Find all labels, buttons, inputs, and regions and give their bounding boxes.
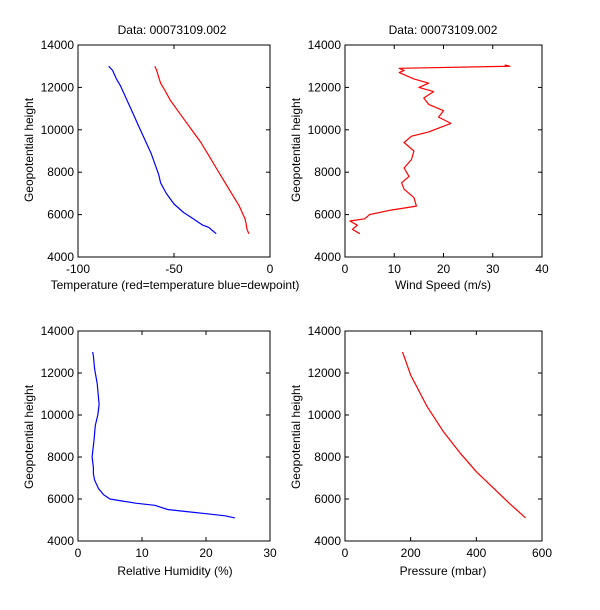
- y-tick-label: 6000: [47, 208, 74, 222]
- y-tick-label: 14000: [41, 324, 75, 338]
- x-axis-label: Wind Speed (m/s): [395, 278, 491, 292]
- y-tick-label: 10000: [308, 408, 342, 422]
- axes-box: [344, 330, 543, 542]
- axes-box: [77, 330, 271, 542]
- y-tick-label: 10000: [308, 123, 342, 137]
- y-axis-label: Geopotential height: [289, 384, 303, 489]
- x-axis-label: Temperature (red=temperature blue=dewpoi…: [51, 278, 300, 292]
- y-tick-label: 8000: [47, 165, 74, 179]
- series-line-0: [349, 64, 511, 235]
- panel-temperature: Data: 00073109.002 -100 -50 0 4000 6000 8000 1…: [22, 23, 299, 292]
- x-tick-label: -50: [165, 262, 183, 276]
- axes-box: [344, 44, 543, 258]
- y-tick-label: 8000: [47, 450, 74, 464]
- y-tick-label: 4000: [314, 250, 341, 264]
- x-tick-label: 20: [437, 262, 451, 276]
- x-tick-label: 0: [75, 546, 82, 560]
- pressure-plot: 0 200 400 600 4000 6000 8000 10000 12000 14000: [308, 324, 553, 560]
- y-tick-label: 6000: [314, 208, 341, 222]
- panel-title: Data: 00073109.002: [118, 23, 227, 37]
- panel-wind-speed: Data: 00073109.002 0 10 20 30 40 4000 6000 8000…: [289, 23, 549, 292]
- x-tick-label: 200: [401, 546, 421, 560]
- y-tick-label: 4000: [47, 534, 74, 548]
- y-tick-label: 12000: [308, 80, 342, 94]
- y-tick-label: 8000: [314, 165, 341, 179]
- x-axis-label: Relative Humidity (%): [117, 564, 232, 578]
- y-axis-label: Geopotential height: [289, 97, 303, 202]
- y-tick-label: 12000: [41, 366, 75, 380]
- x-tick-label: 30: [486, 262, 500, 276]
- temperature-plot: -100 -50 0 4000 6000 8000 10000 12000 14000: [41, 38, 274, 276]
- x-tick-label: 30: [263, 546, 277, 560]
- series-line-0: [154, 65, 250, 234]
- x-tick-label: 20: [199, 546, 213, 560]
- x-tick-label: 0: [342, 546, 349, 560]
- x-tick-label: 40: [535, 262, 549, 276]
- axes-box: [77, 44, 271, 258]
- y-axis-label: Geopotential height: [22, 384, 36, 489]
- y-tick-label: 10000: [41, 123, 75, 137]
- series-line-1: [108, 65, 217, 235]
- panel-title: Data: 00073109.002: [389, 23, 498, 37]
- x-tick-label: 600: [532, 546, 552, 560]
- panel-pressure: 0 200 400 600 4000 6000 8000 10000 12000 14000 Pr…: [289, 324, 552, 578]
- x-axis-label: Pressure (mbar): [400, 564, 487, 578]
- wind-speed-plot: 0 10 20 30 40 4000 6000 8000 10000 12000 14000: [308, 38, 549, 276]
- y-tick-label: 12000: [308, 366, 342, 380]
- y-tick-label: 4000: [314, 534, 341, 548]
- series-line-0: [401, 351, 527, 519]
- y-axis-label: Geopotential height: [22, 97, 36, 202]
- y-tick-label: 6000: [314, 492, 341, 506]
- y-tick-label: 4000: [47, 250, 74, 264]
- x-tick-label: 0: [267, 262, 274, 276]
- y-tick-label: 14000: [41, 38, 75, 52]
- x-tick-label: 10: [135, 546, 149, 560]
- x-tick-label: 400: [466, 546, 486, 560]
- panel-relative-humidity: 0 10 20 30 4000 6000 8000 10000 12000 14000 Relat…: [22, 324, 277, 578]
- y-tick-label: 8000: [314, 450, 341, 464]
- y-tick-label: 6000: [47, 492, 74, 506]
- x-tick-label: 0: [342, 262, 349, 276]
- relative-humidity-plot: 0 10 20 30 4000 6000 8000 10000 12000 14000: [41, 324, 277, 560]
- x-tick-label: 10: [388, 262, 402, 276]
- y-tick-label: 14000: [308, 38, 342, 52]
- y-tick-label: 10000: [41, 408, 75, 422]
- y-tick-label: 14000: [308, 324, 342, 338]
- y-tick-label: 12000: [41, 80, 75, 94]
- x-tick-label: -100: [66, 262, 90, 276]
- series-line-0: [91, 351, 235, 519]
